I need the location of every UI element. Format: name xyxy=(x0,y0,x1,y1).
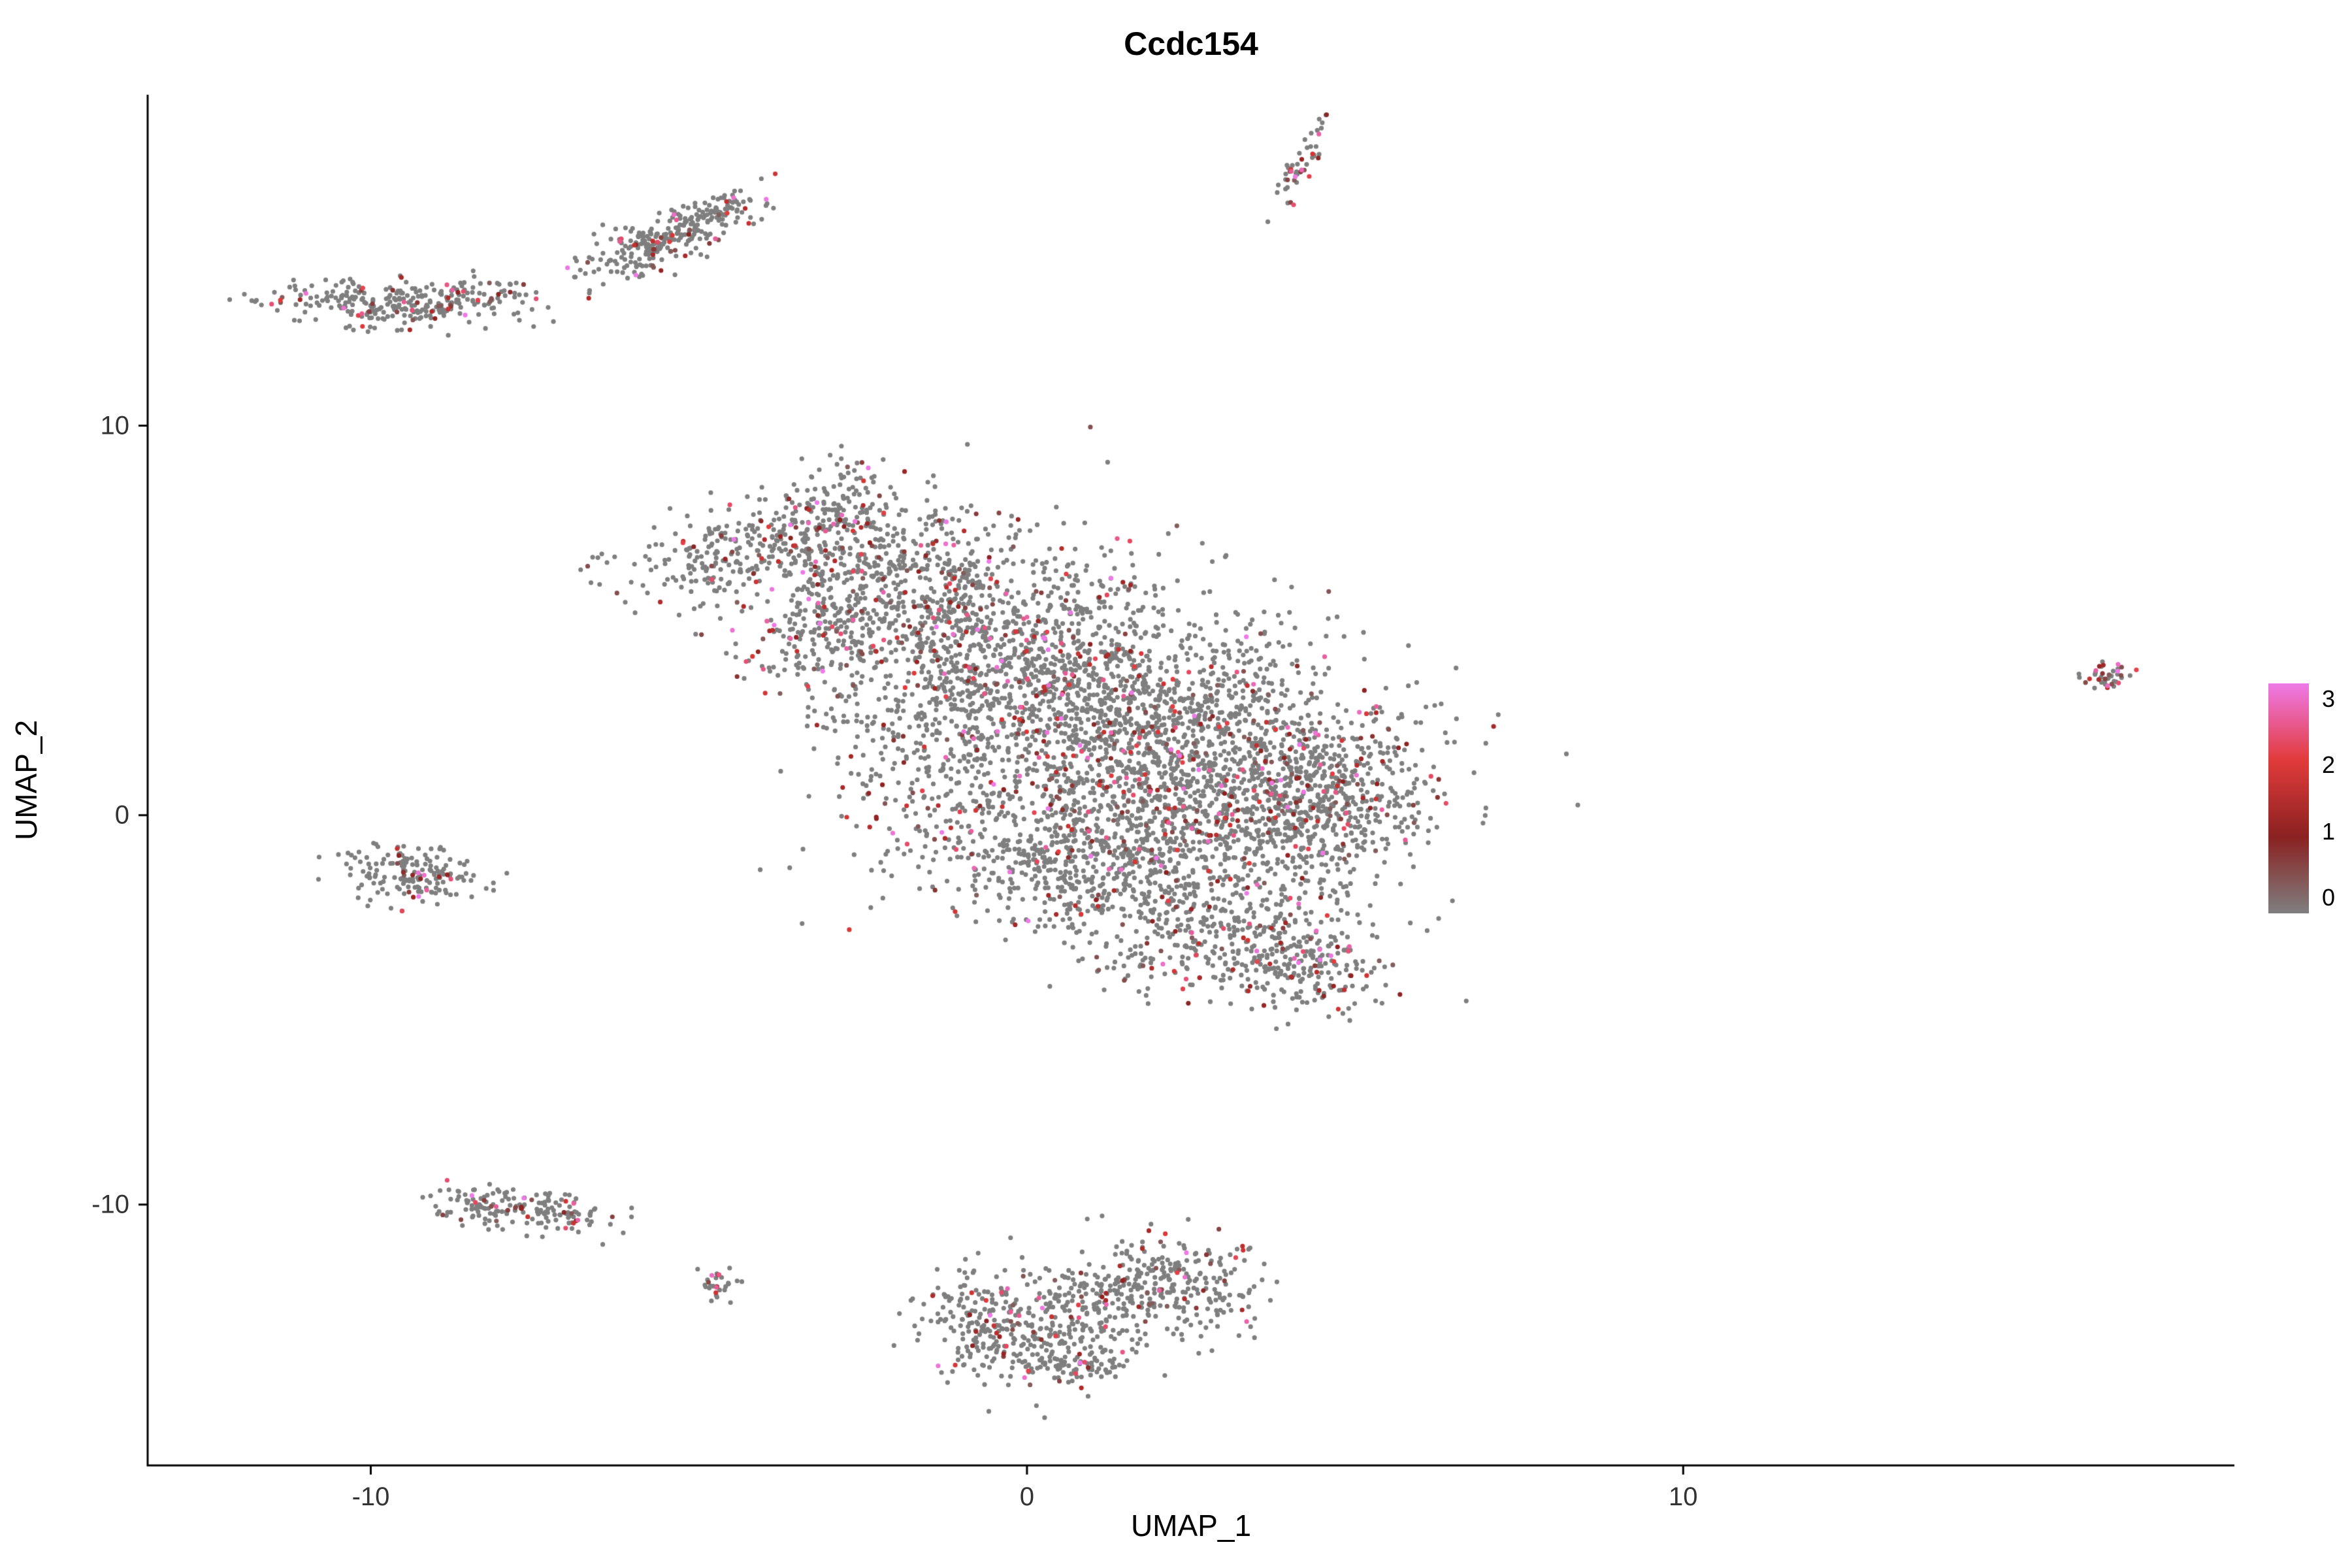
x-tick-label: -10 xyxy=(351,1482,390,1511)
plot-title: Ccdc154 xyxy=(1124,25,1258,62)
legend-label: 2 xyxy=(2322,751,2336,779)
y-tick-label: 10 xyxy=(100,411,130,440)
legend-label: 1 xyxy=(2322,817,2336,845)
legend-label: 0 xyxy=(2322,884,2336,911)
legend-gradient-bar xyxy=(2268,683,2309,913)
legend-label: 3 xyxy=(2322,685,2336,712)
x-tick-label: 0 xyxy=(1019,1482,1035,1511)
x-tick-label: 10 xyxy=(1669,1482,1698,1511)
x-axis-label: UMAP_1 xyxy=(1130,1509,1252,1543)
y-axis-label: UMAP_2 xyxy=(9,719,43,841)
y-tick-label: -10 xyxy=(91,1190,129,1219)
y-tick-label: 0 xyxy=(114,800,129,830)
